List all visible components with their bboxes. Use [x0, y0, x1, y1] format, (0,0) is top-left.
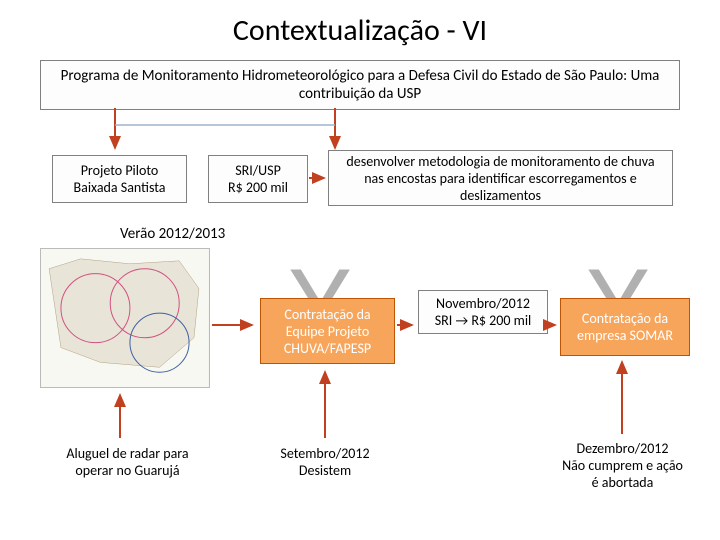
set-l1: Setembro/2012 [255, 445, 395, 462]
chuva-box: Contratação da Equipe Projeto CHUVA/FAPE… [260, 298, 395, 364]
aluguel-l2: operar no Guarujá [40, 462, 215, 479]
novembro-box: Novembro/2012 SRI → R$ 200 mil [418, 290, 548, 334]
verao-label: Verão 2012/2013 [120, 225, 225, 243]
dezembro-label: Dezembro/2012 Não cumprem e ação é abort… [545, 440, 700, 491]
somar-box: Contratação da empresa SOMAR [560, 298, 690, 356]
set-l2: Desistem [255, 462, 395, 479]
somar-l1: Contratação da [582, 310, 668, 327]
dez-l3: é abortada [545, 474, 700, 491]
projeto-l1: Projeto Piloto [81, 162, 159, 179]
aluguel-l1: Aluguel de radar para [40, 445, 215, 462]
dez-l2: Não cumprem e ação [545, 457, 700, 474]
projeto-l2: Baixada Santista [74, 179, 166, 196]
slide-title: Contextualização - VI [0, 0, 720, 49]
setembro-label: Setembro/2012 Desistem [255, 445, 395, 479]
chuva-l1: Contratação da [284, 306, 370, 323]
sri-l2: R$ 200 mil [228, 179, 288, 196]
aluguel-label: Aluguel de radar para operar no Guarujá [40, 445, 215, 479]
nov-l1: Novembro/2012 [425, 295, 541, 312]
radar-map [40, 248, 210, 388]
somar-l2: empresa SOMAR [577, 327, 673, 344]
dez-l1: Dezembro/2012 [545, 440, 700, 457]
chuva-l3: CHUVA/FAPESP [284, 340, 371, 357]
methodology-box: desenvolver metodologia de monitoramento… [328, 150, 673, 206]
sri-l1: SRI/USP [235, 162, 281, 179]
chuva-l2: Equipe Projeto [286, 323, 370, 340]
nov-l2: SRI → R$ 200 mil [425, 312, 541, 329]
sri-usp-box: SRI/USP R$ 200 mil [208, 155, 308, 203]
program-box: Programa de Monitoramento Hidrometeoroló… [40, 60, 680, 110]
projeto-piloto-box: Projeto Piloto Baixada Santista [52, 155, 187, 203]
